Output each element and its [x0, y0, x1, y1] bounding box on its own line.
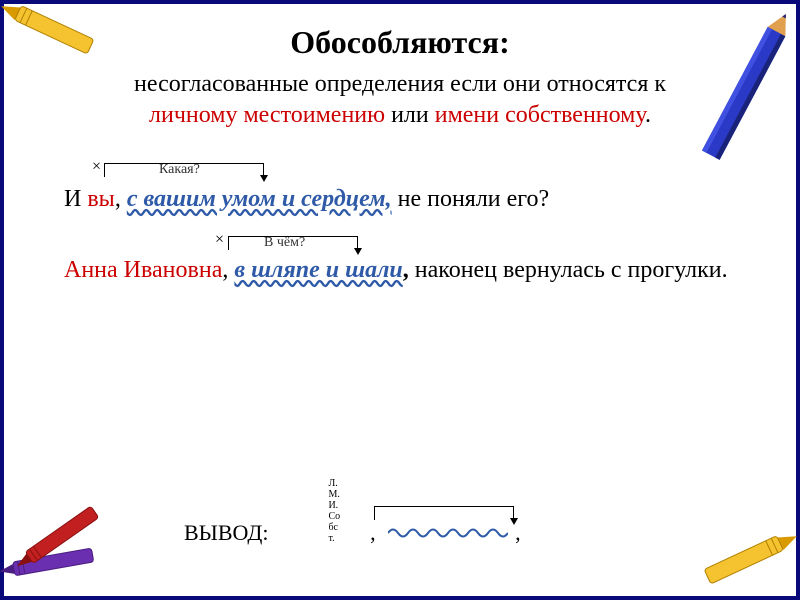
- schema-comma-2: ,: [515, 520, 521, 546]
- question-1: Какая?: [169, 163, 200, 177]
- subtitle-p2: личному местоимению: [149, 102, 385, 128]
- subtitle-p4: имени собственному: [435, 102, 645, 128]
- ex1-rest: не поняли его?: [392, 186, 550, 212]
- slide-subtitle: несогласованные определения если они отн…: [64, 69, 736, 131]
- subtitle-p3: или: [385, 102, 435, 128]
- schema-wave: [388, 526, 508, 540]
- output-label: ВЫВОД:: [184, 520, 268, 546]
- subtitle-p1: несогласованные определения если они отн…: [134, 71, 666, 97]
- schema-comma-1: ,: [370, 520, 376, 546]
- ex2-comma1: ,: [222, 257, 234, 283]
- example-2: × В чём? Анна Ивановна, в шляпе и шали, …: [64, 252, 736, 288]
- ex1-prefix: И: [64, 186, 87, 212]
- ex2-subject: Анна Ивановна: [64, 257, 222, 283]
- ex2-comma2: ,: [403, 257, 415, 283]
- ex1-phrase: с вашим умом и сердцем,: [127, 186, 392, 212]
- slide-title: Обособляются:: [64, 24, 736, 61]
- ex2-rest: наконец вернулась с прогулки.: [415, 257, 728, 283]
- conclusion-schema: , ,: [370, 506, 550, 546]
- ex2-phrase: в шляпе и шали: [234, 257, 402, 283]
- example-1: × Какая? И вы, с вашим умом и сердцем, н…: [64, 181, 736, 217]
- ex1-subject: вы: [87, 186, 114, 212]
- subtitle-p5: .: [645, 102, 651, 128]
- tiny-note: Л. М. И. Со бс т.: [328, 478, 340, 544]
- ex1-comma1: ,: [115, 186, 127, 212]
- pencil-body: [702, 27, 785, 160]
- conclusion-block: ВЫВОД: Л. М. И. Со бс т. , ,: [184, 478, 550, 546]
- question-2: В чём?: [274, 236, 305, 250]
- crayon-body: [15, 6, 94, 54]
